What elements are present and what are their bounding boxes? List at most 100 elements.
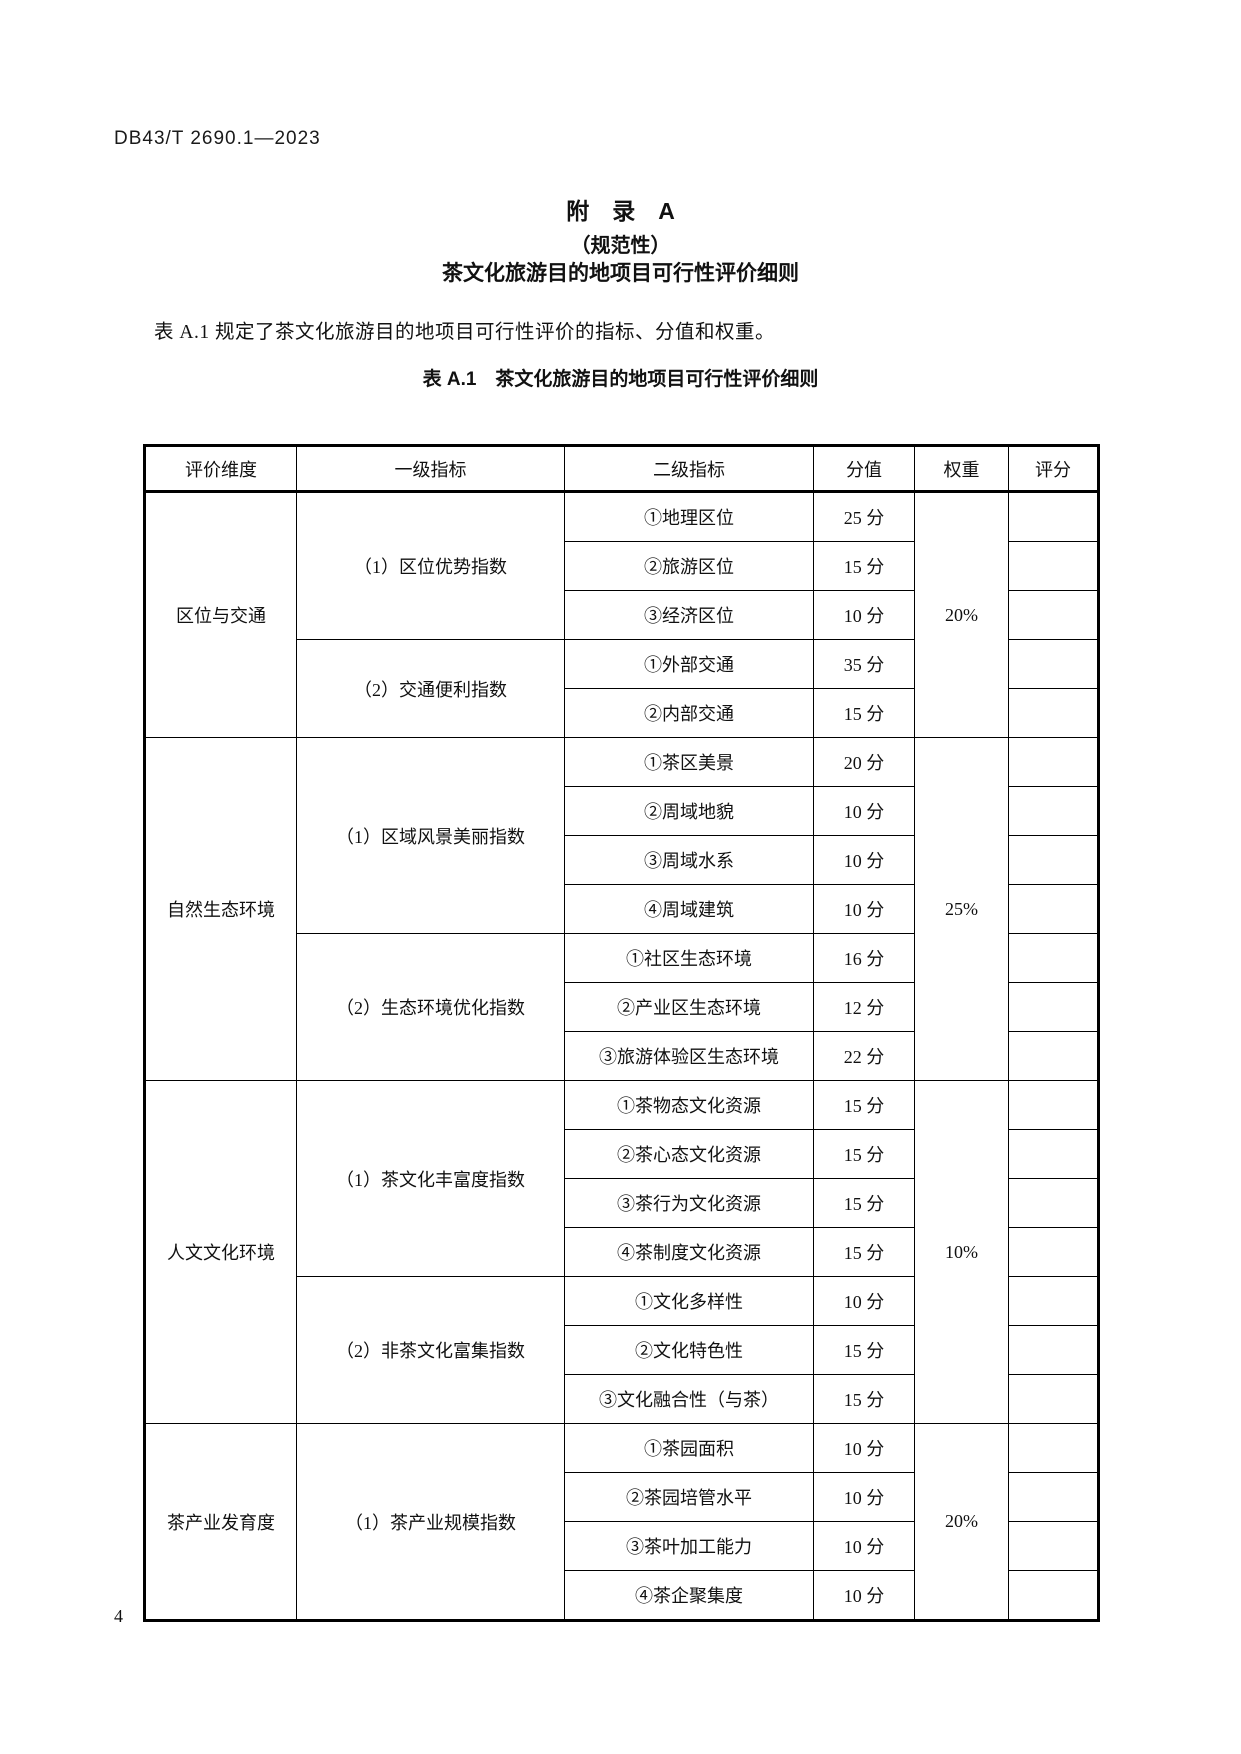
item-cell: ③经济区位 xyxy=(564,590,814,640)
rating-entry-cell xyxy=(1008,982,1099,1032)
table-row: 人文文化环境 （1）茶文化丰富度指数 ①茶物态文化资源 15 分 10% xyxy=(144,1080,1099,1424)
score-cell: 10 分 xyxy=(813,1472,915,1522)
rating-entry-cell xyxy=(1008,1325,1099,1375)
item-cell: ④茶企聚集度 xyxy=(564,1570,814,1621)
score-cell: 10 分 xyxy=(813,835,915,885)
table-row: 区位与交通 （1）区位优势指数 ①地理区位 25 分 20% xyxy=(144,491,1099,738)
score-cell: 15 分 xyxy=(813,688,915,738)
rating-entry-cell xyxy=(1008,737,1099,787)
appendix-title: 茶文化旅游目的地项目可行性评价细则 xyxy=(442,262,799,285)
item-cell: ④茶制度文化资源 xyxy=(564,1227,814,1277)
score-cell: 10 分 xyxy=(813,1423,915,1473)
item-cell: ②茶园培管水平 xyxy=(564,1472,814,1522)
score-cell: 35 分 xyxy=(813,639,915,689)
weight-cell: 20% xyxy=(914,1423,1009,1621)
rating-entry-cell xyxy=(1008,1570,1099,1621)
item-cell: ③茶叶加工能力 xyxy=(564,1521,814,1571)
col-header-weight: 权重 xyxy=(914,445,1009,493)
score-cell: 10 分 xyxy=(813,884,915,934)
item-cell: ①地理区位 xyxy=(564,491,814,542)
item-cell: ①文化多样性 xyxy=(564,1276,814,1326)
item-cell: ①茶物态文化资源 xyxy=(564,1080,814,1130)
rating-entry-cell xyxy=(1008,884,1099,934)
rating-entry-cell xyxy=(1008,1374,1099,1424)
table-row: ②文化特色性 15 分 xyxy=(145,1325,1099,1375)
item-cell: ①茶区美景 xyxy=(564,737,814,787)
col-header-score: 分值 xyxy=(813,445,915,493)
indicator-cell: （2）非茶文化富集指数 xyxy=(296,1276,565,1424)
rating-entry-cell xyxy=(1008,639,1099,689)
item-cell: ①社区生态环境 xyxy=(564,933,814,983)
table-row: ③旅游体验区生态环境 22 分 xyxy=(145,1031,1099,1081)
evaluation-table: 评价维度 一级指标 二级指标 分值 权重 评分 区位与交通 （1）区位优势指数 … xyxy=(143,444,1100,1622)
rating-entry-cell xyxy=(1008,491,1099,542)
rating-entry-cell xyxy=(1008,1521,1099,1571)
appendix-normative-label: （规范性） xyxy=(570,235,671,257)
score-cell: 20 分 xyxy=(813,737,915,787)
item-cell: ③茶行为文化资源 xyxy=(564,1178,814,1228)
score-cell: 25 分 xyxy=(813,491,915,542)
rating-entry-cell xyxy=(1008,786,1099,836)
table-row: ④周域建筑 10 分 xyxy=(145,884,1099,934)
col-header-level1: 一级指标 xyxy=(296,445,565,493)
table-row: （2）交通便利指数 ①外部交通 35 分 xyxy=(145,639,1099,738)
rating-entry-cell xyxy=(1008,1178,1099,1228)
score-cell: 10 分 xyxy=(813,1521,915,1571)
col-header-dimension: 评价维度 xyxy=(144,445,297,493)
weight-cell: 25% xyxy=(914,737,1009,1081)
header-row: 评价维度 一级指标 二级指标 分值 权重 评分 xyxy=(144,445,1099,493)
rating-entry-cell xyxy=(1008,1227,1099,1277)
table-row: ③茶叶加工能力 10 分 xyxy=(145,1521,1099,1571)
table-row: 茶产业发育度 （1）茶产业规模指数 ①茶园面积 10 分 20% xyxy=(144,1423,1099,1621)
rating-entry-cell xyxy=(1008,1031,1099,1081)
col-header-level2: 二级指标 xyxy=(564,445,814,493)
score-cell: 10 分 xyxy=(813,786,915,836)
item-cell: ①外部交通 xyxy=(564,639,814,689)
item-cell: ③旅游体验区生态环境 xyxy=(564,1031,814,1081)
score-cell: 10 分 xyxy=(813,590,915,640)
rating-entry-cell xyxy=(1008,835,1099,885)
table-row: ③文化融合性（与茶） 15 分 xyxy=(145,1374,1099,1424)
item-cell: ②内部交通 xyxy=(564,688,814,738)
score-cell: 15 分 xyxy=(813,1374,915,1424)
table-caption: 表 A.1 茶文化旅游目的地项目可行性评价细则 xyxy=(422,369,819,390)
score-cell: 10 分 xyxy=(813,1276,915,1326)
rating-entry-cell xyxy=(1008,1276,1099,1326)
rating-entry-cell xyxy=(1008,933,1099,983)
indicator-cell: （2）交通便利指数 xyxy=(296,639,565,738)
score-cell: 15 分 xyxy=(813,541,915,591)
indicator-cell: （1）区位优势指数 xyxy=(296,491,565,640)
score-cell: 15 分 xyxy=(813,1227,915,1277)
item-cell: ④周域建筑 xyxy=(564,884,814,934)
dimension-cell: 茶产业发育度 xyxy=(144,1423,297,1621)
dimension-cell: 区位与交通 xyxy=(144,491,297,738)
score-cell: 22 分 xyxy=(813,1031,915,1081)
page-number: 4 xyxy=(114,1606,123,1626)
dimension-cell: 人文文化环境 xyxy=(144,1080,297,1424)
table-row: ③经济区位 10 分 xyxy=(145,590,1099,640)
indicator-cell: （2）生态环境优化指数 xyxy=(296,933,565,1081)
score-cell: 12 分 xyxy=(813,982,915,1032)
table-row: ②茶心态文化资源 15 分 xyxy=(145,1129,1099,1179)
rating-entry-cell xyxy=(1008,541,1099,591)
item-cell: ②文化特色性 xyxy=(564,1325,814,1375)
indicator-cell: （1）茶文化丰富度指数 xyxy=(296,1080,565,1277)
score-cell: 15 分 xyxy=(813,1178,915,1228)
indicator-cell: （1）茶产业规模指数 xyxy=(296,1423,565,1621)
item-cell: ②茶心态文化资源 xyxy=(564,1129,814,1179)
standard-code: DB43/T 2690.1—2023 xyxy=(114,128,321,149)
col-header-rating: 评分 xyxy=(1008,445,1099,493)
score-cell: 15 分 xyxy=(813,1129,915,1179)
score-cell: 15 分 xyxy=(813,1080,915,1130)
indicator-cell: （1）区域风景美丽指数 xyxy=(296,737,565,934)
table-row: ②内部交通 15 分 xyxy=(145,688,1099,738)
table-row: （2）生态环境优化指数 ①社区生态环境 16 分 xyxy=(145,933,1099,1081)
item-cell: ①茶园面积 xyxy=(564,1423,814,1473)
item-cell: ②产业区生态环境 xyxy=(564,982,814,1032)
rating-entry-cell xyxy=(1008,1472,1099,1522)
rating-entry-cell xyxy=(1008,1080,1099,1130)
score-cell: 10 分 xyxy=(813,1570,915,1621)
score-cell: 16 分 xyxy=(813,933,915,983)
score-cell: 15 分 xyxy=(813,1325,915,1375)
table-row: ②茶园培管水平 10 分 xyxy=(145,1472,1099,1522)
